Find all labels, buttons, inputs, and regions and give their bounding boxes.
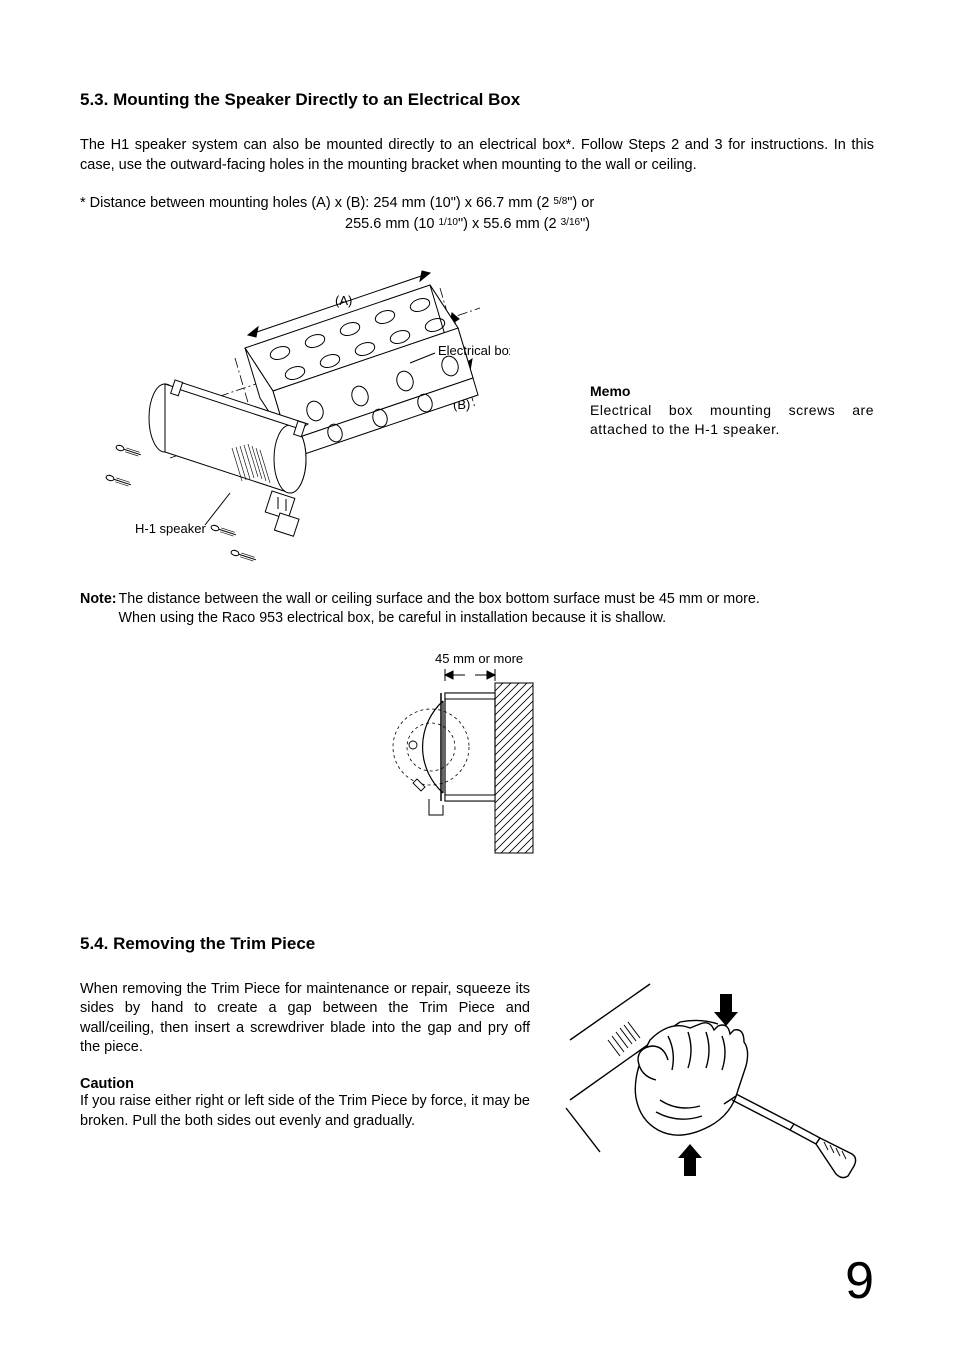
manual-page: 5.3. Mounting the Speaker Directly to an… <box>0 0 954 1351</box>
section-54-paragraph: When removing the Trim Piece for mainten… <box>80 980 530 1058</box>
note-block: Note: The distance between the wall or c… <box>80 590 874 629</box>
caution-title: Caution <box>80 1076 530 1092</box>
memo-box: Memo Electrical box mounting screws are … <box>590 382 874 439</box>
section-54-text: When removing the Trim Piece for mainten… <box>80 980 530 1195</box>
label-h1-speaker: H-1 speaker <box>135 521 206 536</box>
figure3-hand <box>560 980 860 1195</box>
section-54-heading: 5.4. Removing the Trim Piece <box>80 934 874 954</box>
figure2-depth: 45 mm or more <box>80 649 874 874</box>
label-a: (A) <box>335 293 352 308</box>
footnote-line1: * Distance between mounting holes (A) x … <box>80 193 874 214</box>
section-53-heading: 5.3. Mounting the Speaker Directly to an… <box>80 90 874 110</box>
caution-text: If you raise either right or left side o… <box>80 1092 530 1131</box>
footnote-line2: 255.6 mm (10 1/10") x 55.6 mm (2 3/16") <box>80 214 874 235</box>
section-54-row: When removing the Trim Piece for mainten… <box>80 980 874 1195</box>
note-label: Note: <box>80 590 117 629</box>
memo-text: Electrical box mounting screws are attac… <box>590 401 874 439</box>
figure1-diagram: (A) (B) <box>80 253 510 568</box>
figure1-row: (A) (B) <box>80 253 874 568</box>
label-electrical-box: Electrical box <box>438 343 510 358</box>
memo-title: Memo <box>590 382 874 401</box>
page-number: 9 <box>845 1251 874 1311</box>
footnote-block: * Distance between mounting holes (A) x … <box>80 193 874 235</box>
note-body: The distance between the wall or ceiling… <box>119 590 760 629</box>
label-45mm: 45 mm or more <box>435 651 523 666</box>
section-53-paragraph: The H1 speaker system can also be mounte… <box>80 136 874 175</box>
